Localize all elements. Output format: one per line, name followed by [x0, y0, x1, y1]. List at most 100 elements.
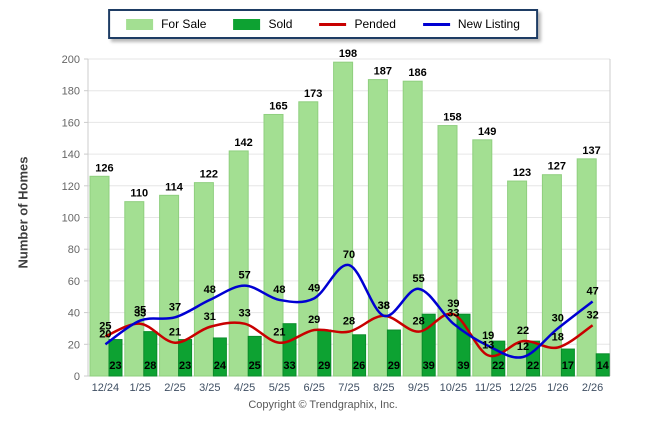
new-listing-value-label: 20	[99, 328, 111, 340]
sold-value-label: 23	[179, 360, 191, 372]
legend-swatch-pended-icon	[319, 22, 347, 26]
x-tick-label: 4/25	[234, 382, 255, 394]
y-tick-label: 140	[62, 149, 80, 161]
x-tick-label: 2/25	[164, 382, 185, 394]
sold-value-label: 29	[388, 360, 400, 372]
pended-value-label: 22	[517, 325, 529, 337]
for-sale-bar	[367, 79, 388, 377]
y-tick-label: 120	[62, 181, 80, 193]
sold-bar	[386, 329, 401, 377]
pended-value-label: 38	[378, 300, 390, 312]
y-tick-label: 0	[74, 371, 80, 383]
y-tick-label: 180	[62, 86, 80, 98]
pended-value-label: 29	[308, 314, 320, 326]
x-tick-label: 10/25	[440, 382, 468, 394]
for-sale-bar	[298, 101, 319, 377]
sold-bar	[282, 323, 297, 377]
new-listing-value-label: 12	[517, 341, 529, 353]
sold-bar	[595, 353, 610, 377]
new-listing-value-label: 47	[586, 286, 598, 298]
y-tick-label: 60	[68, 276, 80, 288]
sold-value-label: 39	[423, 360, 435, 372]
for-sale-value-label: 187	[374, 66, 392, 78]
y-tick-label: 100	[62, 213, 80, 225]
for-sale-bar	[193, 182, 214, 377]
legend-swatch-new-listing-icon	[422, 22, 450, 26]
for-sale-value-label: 110	[130, 188, 148, 200]
new-listing-value-label: 48	[204, 284, 216, 296]
sold-value-label: 24	[214, 360, 227, 372]
for-sale-bar	[333, 61, 354, 377]
for-sale-bar	[263, 113, 284, 377]
legend-item-for-sale: For Sale	[126, 17, 206, 31]
for-sale-bar	[402, 80, 423, 377]
y-tick-label: 40	[68, 308, 80, 320]
x-tick-label: 12/24	[92, 382, 120, 394]
pended-value-label: 33	[238, 308, 250, 320]
x-tick-label: 5/25	[269, 382, 290, 394]
for-sale-bar	[437, 125, 458, 377]
for-sale-value-label: 165	[269, 100, 287, 112]
for-sale-bar	[124, 201, 145, 377]
new-listing-value-label: 37	[169, 301, 181, 313]
for-sale-value-label: 127	[548, 161, 566, 173]
legend-item-pended: Pended	[319, 17, 396, 31]
x-tick-label: 9/25	[408, 382, 429, 394]
pended-value-label: 28	[343, 316, 355, 328]
x-tick-label: 11/25	[475, 382, 502, 394]
for-sale-value-label: 114	[165, 181, 184, 193]
for-sale-value-label: 158	[443, 112, 461, 124]
legend-item-new-listing: New Listing	[422, 17, 520, 31]
legend-item-sold: Sold	[233, 17, 292, 31]
sold-value-label: 22	[492, 360, 504, 372]
legend-swatch-for-sale-icon	[126, 18, 154, 30]
sold-bar	[352, 334, 367, 377]
new-listing-value-label: 33	[447, 308, 459, 320]
for-sale-bar	[472, 139, 493, 377]
sold-value-label: 17	[562, 360, 574, 372]
x-tick-label: 3/25	[199, 382, 220, 394]
pended-value-label: 32	[586, 309, 598, 321]
pended-value-label: 31	[204, 311, 216, 323]
x-tick-label: 8/25	[373, 382, 394, 394]
pended-value-label: 13	[482, 339, 494, 351]
for-sale-value-label: 142	[234, 137, 252, 149]
legend-swatch-sold-icon	[233, 18, 261, 30]
for-sale-bar	[541, 174, 562, 377]
chart-legend: For Sale Sold Pended New Listing	[108, 9, 538, 39]
sold-value-label: 14	[597, 360, 610, 372]
sold-value-label: 26	[353, 360, 365, 372]
sold-bar	[247, 335, 262, 377]
x-tick-label: 1/26	[547, 382, 568, 394]
y-tick-label: 160	[62, 117, 80, 129]
new-listing-value-label: 35	[134, 305, 146, 317]
for-sale-bar	[89, 175, 110, 377]
x-tick-label: 6/25	[303, 382, 324, 394]
x-tick-label: 7/25	[338, 382, 359, 394]
pended-value-label: 21	[169, 327, 181, 339]
sold-value-label: 29	[318, 360, 330, 372]
pended-value-label: 21	[273, 327, 285, 339]
y-axis-title: Number of Homes	[15, 156, 31, 269]
new-listing-value-label: 30	[552, 312, 564, 324]
pended-value-label: 28	[412, 316, 424, 328]
y-tick-label: 80	[68, 244, 80, 256]
legend-label: Pended	[354, 17, 396, 31]
y-tick-label: 200	[62, 54, 80, 66]
sold-value-label: 28	[144, 360, 156, 372]
new-listing-value-label: 57	[238, 270, 250, 282]
new-listing-value-label: 70	[343, 249, 355, 261]
copyright: Copyright © Trendgraphix, Inc.	[248, 399, 398, 411]
sold-bar	[108, 339, 123, 377]
sold-value-label: 39	[457, 360, 469, 372]
pended-value-label: 33	[134, 308, 146, 320]
for-sale-bar	[507, 180, 528, 377]
new-listing-line	[104, 263, 594, 359]
for-sale-value-label: 173	[304, 88, 322, 100]
for-sale-value-label: 122	[200, 169, 218, 181]
for-sale-bar	[159, 194, 180, 377]
for-sale-bar	[228, 150, 249, 377]
legend-label: For Sale	[161, 17, 207, 31]
